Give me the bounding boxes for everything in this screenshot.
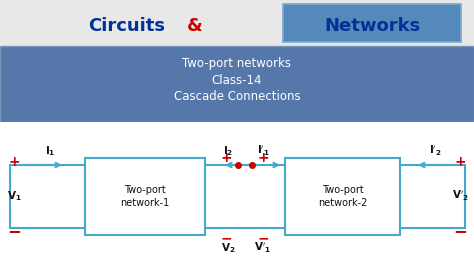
Text: +: + bbox=[257, 151, 269, 165]
Text: +: + bbox=[454, 155, 466, 169]
Text: Class-14: Class-14 bbox=[212, 73, 262, 86]
Bar bbox=[0, 122, 474, 266]
Text: Networks: Networks bbox=[324, 17, 420, 35]
Text: $\mathbf{I_1}$: $\mathbf{I_1}$ bbox=[45, 144, 55, 158]
Text: $\mathbf{V_1}$: $\mathbf{V_1}$ bbox=[7, 189, 21, 203]
Text: $\mathbf{V'_2}$: $\mathbf{V'_2}$ bbox=[452, 189, 468, 203]
Text: network-1: network-1 bbox=[120, 198, 170, 208]
FancyBboxPatch shape bbox=[283, 4, 461, 42]
Text: Two-port networks: Two-port networks bbox=[182, 56, 292, 69]
Text: +: + bbox=[220, 151, 232, 165]
Text: network-2: network-2 bbox=[318, 198, 367, 208]
Text: Two-port: Two-port bbox=[124, 185, 166, 195]
Text: &: & bbox=[187, 17, 203, 35]
Text: $\mathbf{V_2}$: $\mathbf{V_2}$ bbox=[221, 241, 235, 255]
Text: Two-port: Two-port bbox=[322, 185, 364, 195]
Bar bbox=[285, 158, 400, 235]
Text: Cascade Connections: Cascade Connections bbox=[173, 90, 301, 103]
Text: −: − bbox=[453, 222, 467, 240]
Text: −: − bbox=[257, 231, 269, 245]
Text: Circuits: Circuits bbox=[89, 17, 165, 35]
Bar bbox=[85, 158, 205, 235]
Text: −: − bbox=[220, 231, 232, 245]
Bar bbox=[0, 46, 474, 122]
Text: $\mathbf{V'_1}$: $\mathbf{V'_1}$ bbox=[255, 241, 272, 255]
Text: $\mathbf{I'_1}$: $\mathbf{I'_1}$ bbox=[256, 144, 269, 158]
Text: −: − bbox=[7, 222, 21, 240]
Text: +: + bbox=[8, 155, 20, 169]
Text: $\mathbf{I'_2}$: $\mathbf{I'_2}$ bbox=[428, 144, 441, 158]
Text: $\mathbf{I_2}$: $\mathbf{I_2}$ bbox=[223, 144, 233, 158]
